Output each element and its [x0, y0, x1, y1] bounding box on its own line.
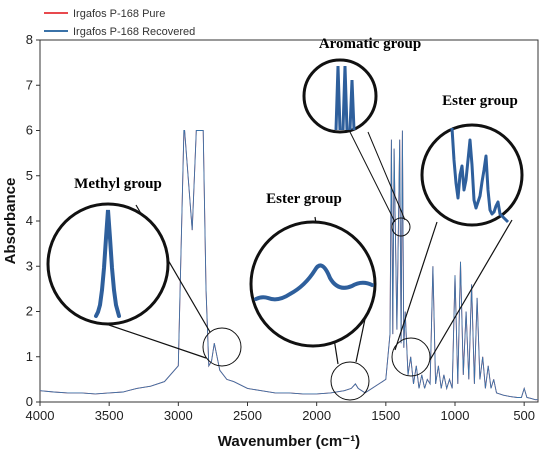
- aromatic-connector-left: [347, 127, 396, 223]
- x-tick-label: 1500: [371, 408, 400, 423]
- y-tick-label: 8: [26, 32, 33, 47]
- ester-right-target-circle: [391, 337, 431, 377]
- ester-group-inset-left: Ester group: [249, 191, 377, 401]
- x-tick-label: 2500: [233, 408, 262, 423]
- y-tick-label: 7: [26, 77, 33, 92]
- y-tick-labels: 0 1 2 3 4 5 6 7 8: [26, 32, 33, 409]
- x-tick-label: 4000: [26, 408, 55, 423]
- ester-group-inset-right: Ester group: [391, 93, 524, 377]
- aromatic-group-label: Aromatic group: [319, 36, 421, 52]
- y-tick-label: 3: [26, 258, 33, 273]
- series-line-recovered: [40, 130, 538, 401]
- legend-label-recovered: Irgafos P-168 Recovered: [73, 26, 195, 38]
- aromatic-connector-right: [367, 131, 406, 221]
- x-tick-label: 3000: [164, 408, 193, 423]
- ester-right-connector-left: [394, 221, 438, 351]
- y-tick-label: 6: [26, 123, 33, 138]
- methyl-group-inset: Methyl group: [46, 176, 242, 367]
- y-tick-label: 0: [26, 394, 33, 409]
- legend: Irgafos P-168 Pure Irgafos P-168 Recover…: [44, 8, 195, 38]
- x-axis-title: Wavenumber (cm⁻¹): [218, 433, 360, 450]
- methyl-zoom-circle: [46, 202, 170, 326]
- ester-group-label-right: Ester group: [442, 93, 518, 109]
- y-tick-label: 2: [26, 304, 33, 319]
- ester-right-zoom-peaks: [450, 127, 510, 224]
- ester-right-connector-right: [429, 219, 513, 361]
- x-tick-label: 2000: [302, 408, 331, 423]
- ester-left-zoom-peak: [254, 263, 374, 302]
- aromatic-zoom-peaks: [334, 65, 356, 131]
- methyl-zoom-peak: [94, 209, 121, 318]
- methyl-group-label: Methyl group: [74, 176, 162, 192]
- methyl-connector-bottom: [105, 323, 207, 359]
- aromatic-target-circle: [391, 217, 411, 237]
- axis-ticks: [36, 39, 525, 406]
- y-tick-label: 5: [26, 168, 33, 183]
- ester-left-zoom-circle: [249, 220, 377, 348]
- ester-left-target-circle: [330, 361, 370, 401]
- ester-left-connector-bottom: [355, 318, 366, 363]
- methyl-target-circle: [202, 327, 242, 367]
- x-tick-label: 3500: [95, 408, 124, 423]
- ester-group-label-left: Ester group: [266, 191, 342, 207]
- x-tick-label: 1000: [441, 408, 470, 423]
- legend-label-pure: Irgafos P-168 Pure: [73, 8, 165, 20]
- y-tick-label: 1: [26, 349, 33, 364]
- y-tick-label: 4: [26, 213, 33, 228]
- aromatic-group-inset: Aromatic group: [302, 36, 421, 237]
- y-axis-title: Absorbance: [2, 178, 19, 265]
- x-tick-labels: 4000 3500 3000 2500 2000 1500 1000 500: [26, 408, 535, 423]
- x-tick-label: 500: [513, 408, 535, 423]
